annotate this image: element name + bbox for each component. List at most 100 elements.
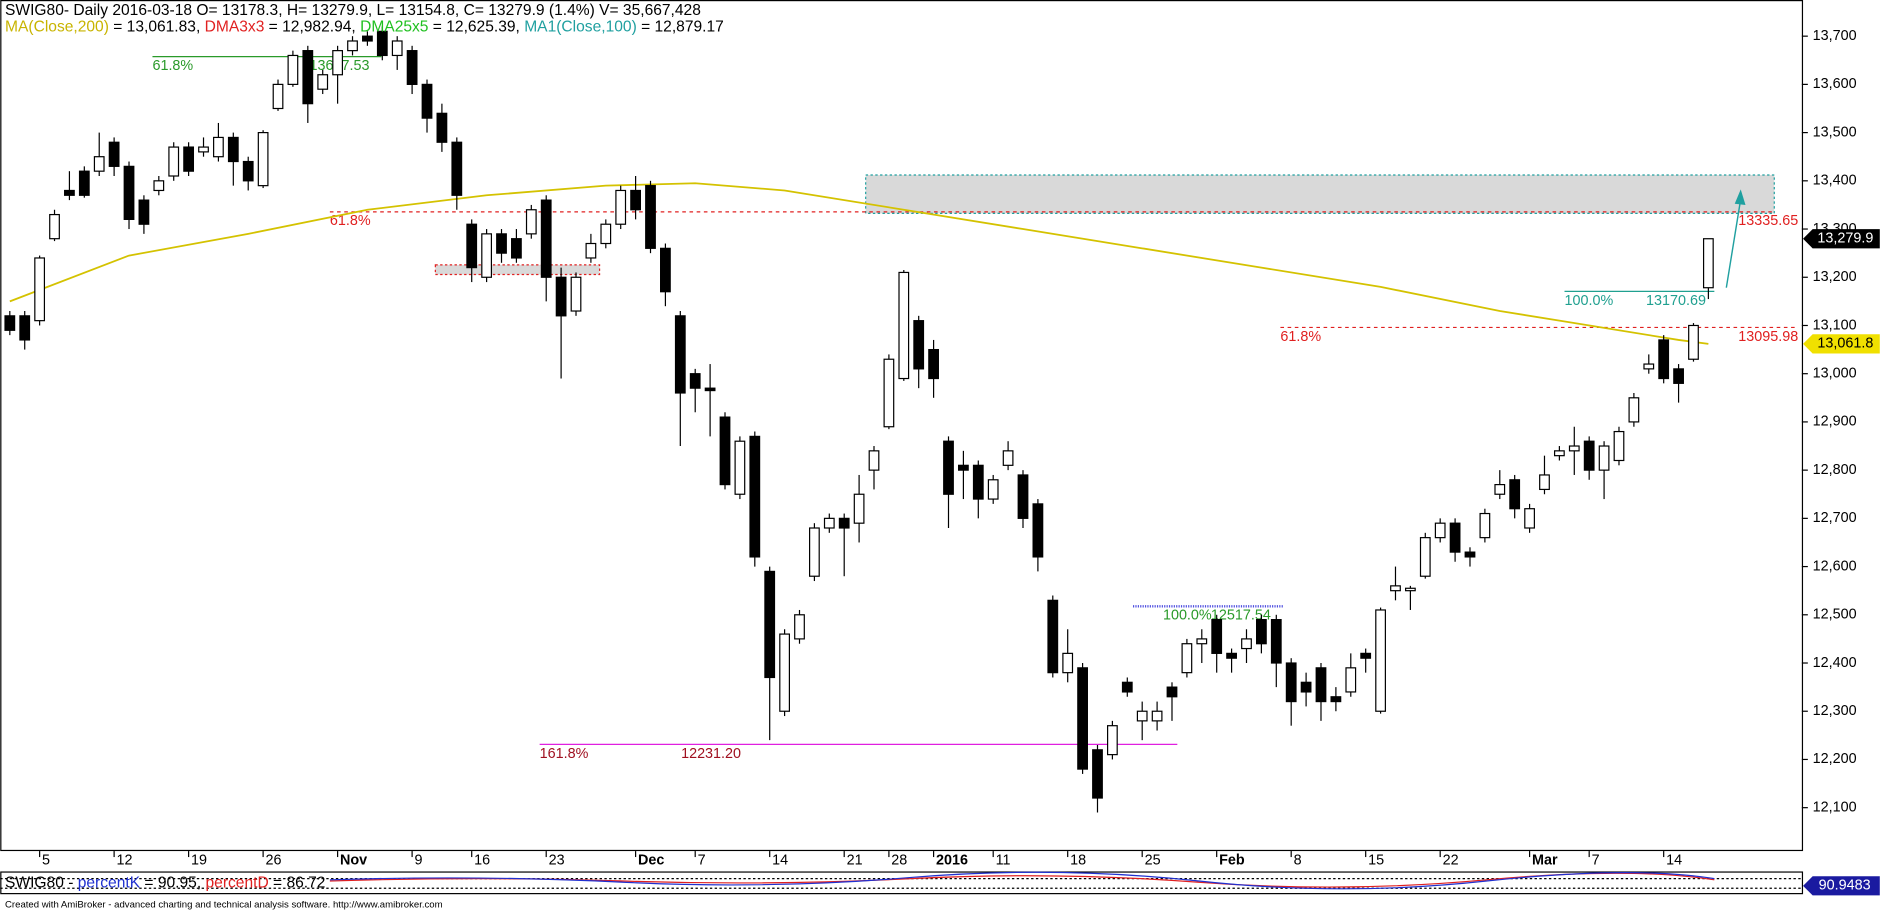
y-tick-label: 12,700: [1813, 510, 1857, 526]
candle-body: [1166, 686, 1178, 698]
x-tick-label: 8: [1294, 852, 1302, 868]
header: SWIG80- Daily 2016-03-18 O= 13178.3, H= …: [5, 2, 701, 19]
x-tick-label: Nov: [340, 852, 367, 868]
osc-d: percentD: [206, 875, 269, 892]
candle-body: [972, 464, 984, 500]
candle-body: [794, 614, 805, 640]
candle-body: [928, 348, 939, 380]
x-tick-label: 16: [474, 852, 490, 868]
x-tick-label: Dec: [638, 852, 664, 868]
candle-body: [496, 233, 507, 254]
x-tick-label: 26: [266, 852, 282, 868]
osc-tag: [1803, 876, 1880, 896]
candle-body: [198, 146, 209, 153]
candle-body: [1658, 339, 1670, 380]
candle-body: [883, 358, 895, 428]
candle-body: [213, 136, 224, 158]
candle-body: [1568, 445, 1580, 452]
x-tick-label: 14: [1666, 852, 1682, 868]
candle-body: [1062, 652, 1074, 674]
price-tag-label: 13,279.9: [1817, 231, 1873, 247]
candle-body: [1583, 440, 1595, 471]
x-tick-label: 2016: [936, 852, 968, 868]
candle-body: [868, 450, 880, 471]
x-tick-label: 21: [847, 852, 863, 868]
candle-body: [1464, 551, 1476, 558]
candle-body: [1345, 667, 1357, 693]
candle-body: [987, 479, 999, 500]
indicator-value: = 12,982.94,: [264, 19, 360, 36]
candle-body: [1509, 479, 1521, 510]
candle-body: [1315, 667, 1327, 703]
candle-body: [1092, 749, 1103, 799]
candle-body: [49, 213, 60, 240]
candle-body: [227, 136, 239, 163]
x-tick-label: Mar: [1532, 852, 1558, 868]
candle-body: [570, 276, 582, 312]
candle-body: [19, 315, 31, 341]
y-tick-label: 13,400: [1813, 173, 1857, 189]
candle-body: [1524, 508, 1535, 529]
candle-body: [1688, 324, 1699, 360]
candle-body: [540, 199, 552, 278]
y-tick-label: 12,200: [1813, 751, 1857, 767]
y-tick-label: 13,100: [1813, 317, 1857, 333]
price-tag: [1803, 229, 1880, 249]
level-pct: 61.8%: [1280, 329, 1321, 345]
candle-body: [1702, 238, 1714, 289]
indicator-name: MA1(Close,100): [524, 19, 637, 36]
candle-body: [525, 209, 537, 235]
candle-body: [1360, 652, 1372, 659]
x-tick-label: 15: [1368, 852, 1384, 868]
y-tick-label: 13,000: [1813, 365, 1857, 381]
level-pct: 100.0%: [1163, 608, 1212, 624]
candle-body: [1449, 522, 1461, 553]
osc-k: percentK: [78, 875, 141, 892]
x-tick-label: 22: [1443, 852, 1459, 868]
candle-body: [1017, 474, 1029, 519]
candle-body: [168, 146, 180, 177]
candle-body: [376, 30, 388, 57]
candle-body: [585, 242, 597, 259]
candle-body: [123, 165, 135, 220]
ma-tag: [1803, 334, 1880, 354]
candle-body: [242, 160, 254, 182]
zone: [865, 174, 1775, 214]
candle-body: [1077, 667, 1088, 770]
candle-body: [898, 271, 910, 380]
level-pct: 161.8%: [540, 746, 589, 762]
candle-body: [1107, 725, 1118, 756]
candle-body: [1211, 619, 1223, 654]
candle-body: [779, 633, 790, 712]
indicator-name: DMA3x3: [205, 19, 265, 36]
candle-body: [1434, 522, 1446, 539]
candle-body: [1643, 363, 1655, 370]
candle-body: [1047, 599, 1059, 674]
candle-body: [1121, 681, 1133, 693]
x-tick-label: 23: [549, 852, 565, 868]
indicator-value: = 12,625.39,: [428, 19, 524, 36]
candle-body: [838, 517, 850, 529]
candle-body: [704, 387, 716, 392]
candle-body: [1419, 537, 1431, 577]
price-panel: [0, 0, 1804, 852]
y-tick-label: 12,400: [1813, 655, 1857, 671]
candle-body: [1479, 512, 1491, 539]
candle-body: [421, 83, 433, 119]
candle-body: [734, 440, 746, 495]
candle-body: [451, 141, 463, 196]
candle-body: [1404, 587, 1416, 592]
level-value: 13170.69: [1646, 293, 1706, 309]
osc-name: SWIG80 -: [5, 875, 78, 892]
candle-body: [1226, 652, 1237, 659]
x-tick-label: 19: [191, 852, 207, 868]
x-tick-label: 11: [996, 852, 1011, 868]
x-tick-label: 5: [42, 852, 50, 868]
candle-body: [1494, 484, 1506, 495]
indicator-name: DMA25x5: [360, 19, 429, 36]
candle-body: [1196, 638, 1208, 645]
candle-body: [958, 464, 969, 471]
osc-legend: SWIG80 - percentK = 90.95, percentD = 86…: [5, 875, 325, 892]
candle-body: [943, 440, 954, 495]
